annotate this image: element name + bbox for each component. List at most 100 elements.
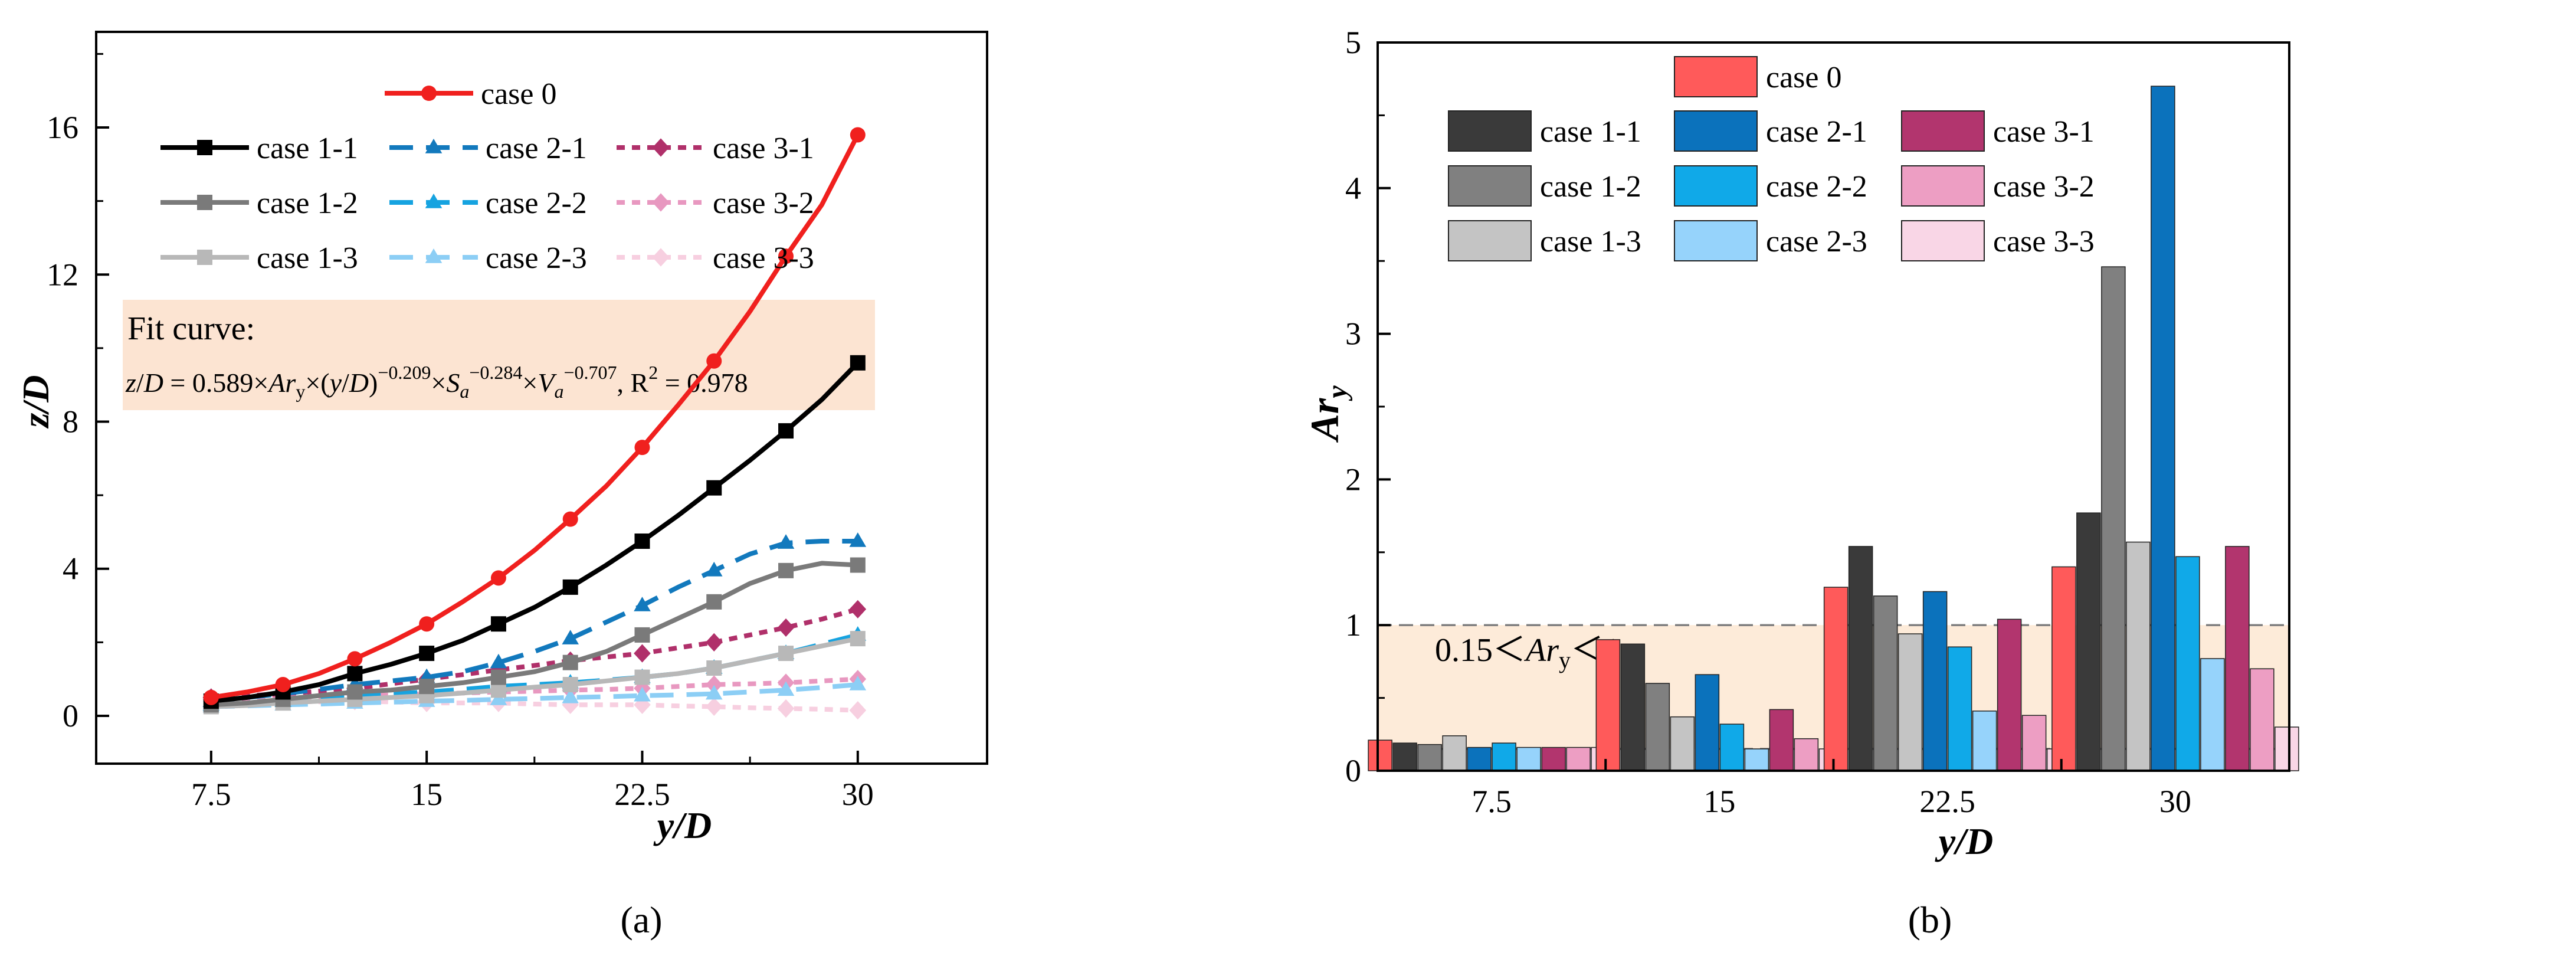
legend-item-case-1-3: case 1-3 xyxy=(160,241,358,275)
data-point-case-1-2 xyxy=(347,684,363,700)
legend-label: case 3-1 xyxy=(1993,115,2095,149)
x-tick-label: 7.5 xyxy=(191,777,231,812)
bar-case-2-3-30 xyxy=(2200,658,2225,771)
legend-item-case-1-1: case 1-1 xyxy=(1448,110,1641,152)
legend-swatch xyxy=(1448,165,1532,207)
bars-layer xyxy=(1368,86,2299,771)
bar-case-1-1-22-5 xyxy=(1848,546,1873,771)
legend-item-case-2-2: case 2-2 xyxy=(389,186,587,220)
series-line-case-0 xyxy=(211,133,860,700)
data-point-case-3-1 xyxy=(849,600,867,618)
bar-case-1-3-22-5 xyxy=(1897,633,1923,771)
legend-marker xyxy=(421,86,437,101)
y-tick-label: 8 xyxy=(63,404,78,440)
data-point-case-2-1 xyxy=(777,534,795,549)
data-point-case-1-3 xyxy=(634,669,650,685)
bar-case-3-2-22-5 xyxy=(2021,715,2047,771)
data-point-case-1-3 xyxy=(562,677,578,693)
data-point-case-0 xyxy=(419,616,435,632)
bar-case-3-2-15 xyxy=(1794,738,1819,771)
y-tick-label: 16 xyxy=(47,110,78,145)
legend-label: case 3-1 xyxy=(713,132,814,165)
legend-item-case-2-1: case 2-1 xyxy=(389,132,587,165)
y-tick-label: 0 xyxy=(1345,753,1361,788)
legend-item-case-3-2: case 3-2 xyxy=(1901,165,2095,207)
bar-case-3-1-15 xyxy=(1769,709,1794,771)
data-point-case-1-3 xyxy=(778,646,794,662)
bar-case-3-1-7-5 xyxy=(1541,747,1566,771)
data-point-case-2-3 xyxy=(849,676,867,690)
bar-case-3-2-30 xyxy=(2250,668,2275,771)
series-layer xyxy=(202,127,867,720)
data-point-case-0 xyxy=(706,353,722,369)
bar-case-3-1-30 xyxy=(2225,546,2250,771)
bar-case-1-1-30 xyxy=(2076,512,2101,771)
bar-case-2-1-30 xyxy=(2151,86,2175,771)
data-point-case-3-1 xyxy=(634,644,651,663)
data-point-case-0 xyxy=(562,511,578,527)
bar-case-2-1-22-5 xyxy=(1922,591,1948,771)
y-tick-label: 1 xyxy=(1345,607,1361,643)
bar-case-1-3-15 xyxy=(1670,716,1695,771)
legend-label: case 3-3 xyxy=(1993,225,2095,258)
legend-marker xyxy=(197,250,212,265)
legend-item-case-3-2: case 3-2 xyxy=(617,186,814,220)
legend-item-case-1-2: case 1-2 xyxy=(1448,165,1641,207)
legend-label: case 2-1 xyxy=(486,132,587,165)
legend-marker xyxy=(652,248,670,267)
bar-case-2-3-15 xyxy=(1744,748,1769,771)
legend-item-case-1-1: case 1-1 xyxy=(160,132,358,165)
bar-case-0-30 xyxy=(2051,566,2076,771)
bar-case-2-2-7-5 xyxy=(1492,742,1516,771)
bar-case-2-3-7-5 xyxy=(1516,747,1541,771)
data-point-case-2-1 xyxy=(490,653,507,669)
bar-case-1-2-30 xyxy=(2101,266,2126,771)
bar-case-3-1-22-5 xyxy=(1997,618,2022,771)
data-point-case-2-1 xyxy=(562,630,579,644)
data-point-case-2-1 xyxy=(634,597,651,611)
series-line-case-1-2 xyxy=(211,561,858,708)
data-point-case-2-3 xyxy=(562,688,579,703)
y-tick-label: 4 xyxy=(1345,171,1361,206)
data-point-case-2-3 xyxy=(705,685,723,700)
tick-layer: 7.5 15 22.5 30 0 1 2 3 4 5 xyxy=(1345,25,2191,819)
x-tick-label: 30 xyxy=(842,777,874,812)
plot-frame xyxy=(95,31,988,765)
legend-label: case 0 xyxy=(1766,61,1841,94)
bar-case-1-1-7-5 xyxy=(1392,742,1417,771)
bar-case-2-3-22-5 xyxy=(1972,711,1997,771)
legend-label: case 1-1 xyxy=(1540,115,1641,149)
data-point-case-1-3 xyxy=(850,631,866,647)
legend-label: case 1-3 xyxy=(1540,225,1641,258)
x-tick-label: 22.5 xyxy=(1919,784,1975,819)
bar-case-3-3-30 xyxy=(2275,726,2299,771)
bar-case-1-2-15 xyxy=(1645,683,1670,771)
legend-label: case 1-2 xyxy=(1540,170,1641,204)
series-case-1-1 xyxy=(203,355,866,709)
bar-case-1-3-7-5 xyxy=(1442,735,1467,771)
legend-label: case 2-3 xyxy=(1766,225,1867,258)
legend-label: case 3-2 xyxy=(1993,170,2095,204)
series-case-0 xyxy=(203,127,866,705)
legend-label: case 0 xyxy=(481,77,556,111)
legend-marker xyxy=(197,140,212,155)
data-point-case-3-3 xyxy=(849,701,867,720)
data-point-case-3-3 xyxy=(777,699,795,718)
legend-item-case-1-2: case 1-2 xyxy=(160,186,358,220)
bar-case-1-2-7-5 xyxy=(1417,744,1442,771)
legend-swatch xyxy=(1674,56,1758,97)
legend-marker xyxy=(425,194,443,208)
legend-label: case 3-3 xyxy=(713,241,814,275)
y-tick-label: 12 xyxy=(47,257,78,292)
legend-item-case-2-2: case 2-2 xyxy=(1674,165,1867,207)
legend-label: case 2-1 xyxy=(1766,115,1867,149)
bar-case-2-2-22-5 xyxy=(1947,646,1972,771)
x-tick-label: 7.5 xyxy=(1471,784,1512,819)
series-line-case-3-1 xyxy=(211,607,858,700)
legend-swatch xyxy=(1901,220,1985,261)
bar-case-1-1-15 xyxy=(1620,643,1646,771)
data-point-case-0 xyxy=(275,677,291,693)
legend-item-case-3-3: case 3-3 xyxy=(1901,220,2095,261)
